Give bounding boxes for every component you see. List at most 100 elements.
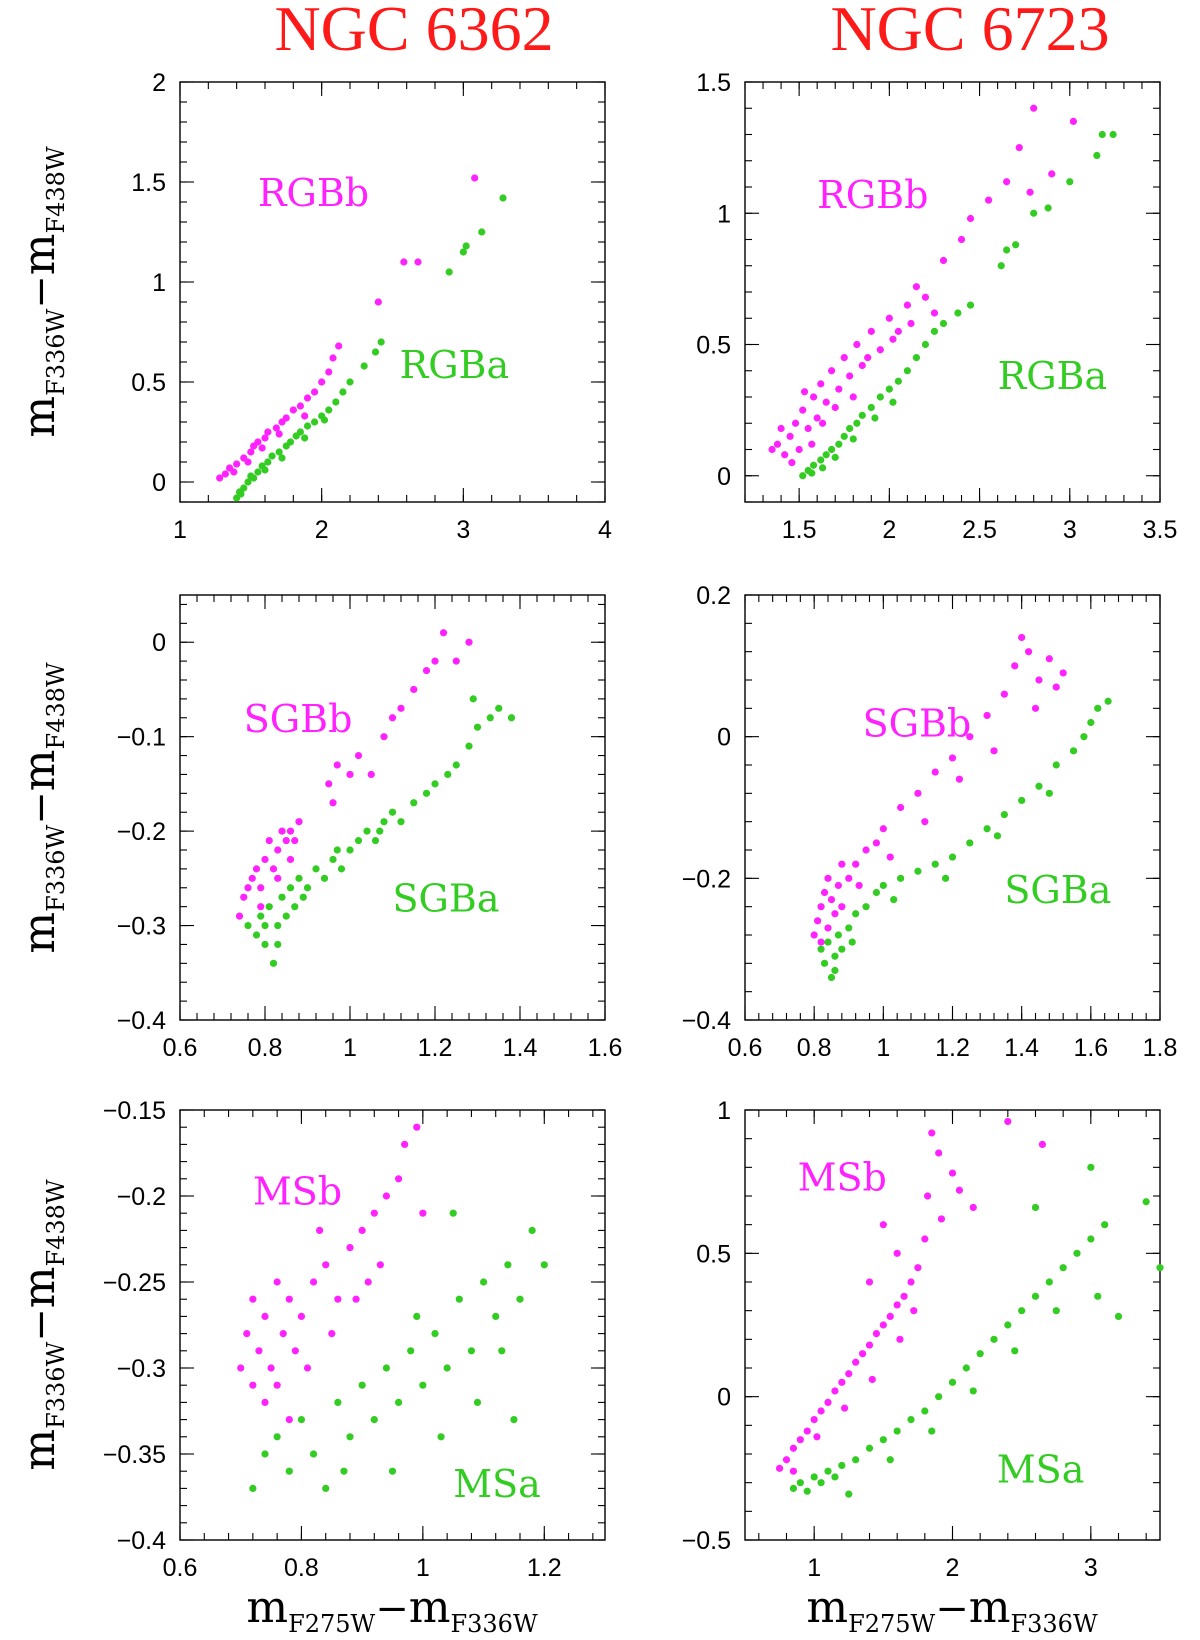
- data-point: [1087, 1163, 1095, 1171]
- data-point: [939, 256, 948, 265]
- x-tick-label: 0.8: [797, 1034, 832, 1062]
- data-point: [855, 881, 863, 890]
- y-axis-label-part: F336W: [42, 308, 70, 395]
- data-point: [303, 1364, 312, 1372]
- data-point: [354, 751, 363, 760]
- x-tick-label: 0.8: [284, 1554, 319, 1582]
- data-point: [894, 327, 902, 335]
- data-point: [237, 1364, 245, 1372]
- data-point: [796, 1436, 804, 1444]
- data-point: [354, 836, 363, 845]
- data-point: [273, 1433, 281, 1441]
- data-point: [871, 414, 879, 422]
- data-point: [264, 458, 272, 466]
- x-axis-label-part: F275W: [288, 1610, 375, 1638]
- y-axis-label-part: −: [18, 791, 64, 825]
- data-point: [248, 874, 256, 882]
- population-label: RGBb: [258, 171, 369, 215]
- data-point: [876, 393, 884, 401]
- data-point: [268, 452, 276, 460]
- data-point: [388, 808, 397, 816]
- x-axis-label-part: m: [969, 1582, 1011, 1633]
- y-tick-label: −0.5: [682, 1527, 731, 1555]
- data-point: [244, 884, 252, 892]
- data-point: [413, 1123, 421, 1131]
- data-point: [301, 412, 309, 420]
- data-point: [325, 780, 333, 788]
- x-tick-label: 1.6: [588, 1034, 623, 1062]
- data-point: [479, 1278, 488, 1286]
- data-point: [831, 1387, 839, 1395]
- x-tick-label: 1: [416, 1554, 430, 1582]
- population-label: SGBa: [393, 876, 500, 920]
- data-point: [296, 402, 305, 410]
- data-point: [410, 685, 418, 694]
- data-point: [990, 747, 998, 755]
- data-point: [243, 1330, 251, 1338]
- y-tick-label: 0: [152, 629, 166, 657]
- data-point: [894, 377, 902, 385]
- y-tick-label: −0.15: [103, 1097, 166, 1125]
- x-tick-label: 4: [598, 516, 612, 544]
- y-tick-label: 0.2: [696, 582, 731, 610]
- y-axis-label-part: m: [14, 396, 65, 438]
- data-point: [439, 629, 448, 637]
- panel-ngc6362-ms: 0.6 0.8 1 1.2 −0.4 −0.35 −0.3 −0.25 −0.2 −0.15 MSb…: [103, 1097, 606, 1582]
- x-tick-label: 1.2: [418, 1034, 453, 1062]
- data-point: [879, 1436, 887, 1444]
- data-point: [504, 1261, 512, 1269]
- data-point: [273, 1278, 281, 1286]
- data-point: [397, 818, 405, 826]
- data-point: [452, 657, 460, 665]
- data-point: [893, 1427, 901, 1435]
- series-MSa: [249, 1209, 548, 1492]
- data-point: [1080, 733, 1088, 741]
- data-point: [274, 874, 282, 882]
- data-point: [997, 262, 1005, 270]
- data-point: [817, 1479, 825, 1487]
- plot-frame: [744, 81, 1161, 503]
- data-point: [818, 464, 827, 472]
- data-point: [309, 1278, 318, 1286]
- data-point: [278, 827, 286, 835]
- data-point: [824, 938, 832, 946]
- panel-ngc6723-sgb: 0.6 0.8 1 1.2 1.4 1.6 1.8 −0.4 −0.2 0 0.2 SGBb SGBa: [682, 582, 1178, 1062]
- data-point: [334, 1398, 342, 1406]
- data-point: [817, 938, 825, 946]
- data-point: [822, 398, 830, 406]
- data-point: [810, 931, 818, 939]
- data-point: [831, 453, 839, 461]
- data-point: [788, 459, 796, 467]
- data-point: [827, 973, 836, 982]
- data-point: [845, 874, 853, 882]
- x-tick-label: 2: [946, 1554, 960, 1582]
- x-axis-label-part: −: [935, 1586, 969, 1632]
- data-point: [983, 825, 991, 833]
- data-point: [865, 1278, 874, 1286]
- data-point: [789, 1444, 798, 1452]
- data-point: [1003, 246, 1011, 254]
- data-point: [371, 348, 380, 356]
- data-point: [1045, 655, 1053, 663]
- data-point: [431, 1330, 439, 1338]
- data-point: [1048, 170, 1056, 178]
- data-point: [397, 704, 405, 712]
- data-point: [828, 367, 836, 375]
- data-point: [303, 394, 312, 402]
- data-point: [900, 1292, 908, 1300]
- data-point: [937, 1215, 946, 1223]
- y-tick-label: 2: [152, 69, 166, 97]
- data-point: [808, 469, 816, 477]
- data-point: [879, 1321, 887, 1329]
- data-point: [993, 832, 1002, 840]
- data-point: [329, 354, 337, 362]
- data-point: [818, 419, 827, 427]
- data-point: [872, 1330, 881, 1338]
- data-point: [838, 860, 846, 868]
- data-point: [265, 836, 273, 845]
- series-SGBb: [235, 629, 473, 920]
- x-tick-label: 1.2: [527, 1554, 562, 1582]
- data-point: [1059, 1264, 1067, 1272]
- data-point: [1030, 209, 1038, 217]
- y-tick-label: 1.5: [131, 169, 166, 197]
